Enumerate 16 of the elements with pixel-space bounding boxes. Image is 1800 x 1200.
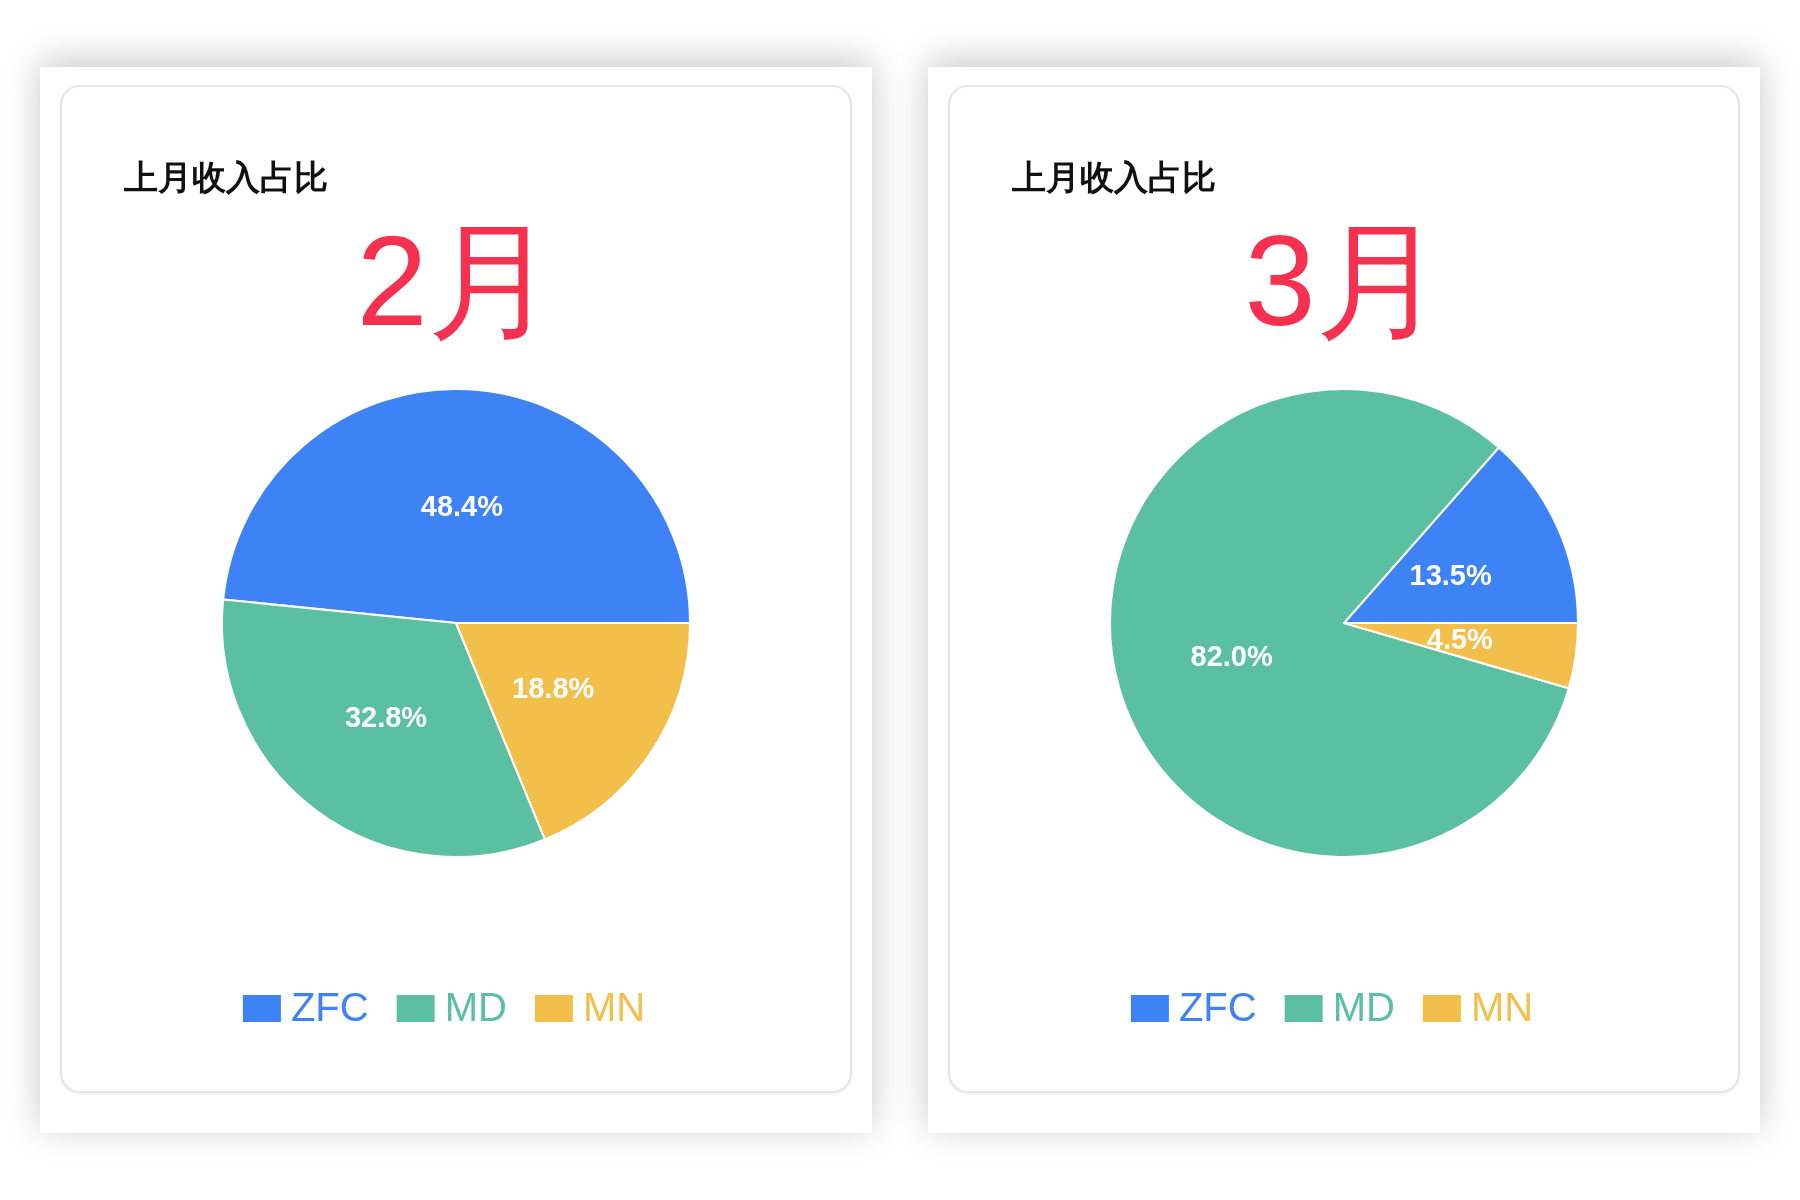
legend-label: MN (582, 985, 646, 1029)
legend-label: MD (444, 985, 507, 1029)
data-label: 48.4% (420, 490, 504, 523)
legend-label: ZFC (1178, 985, 1257, 1029)
legend-label: MN (1470, 985, 1534, 1029)
chart-title: 上月收入占比 (124, 157, 328, 198)
data-label: 13.5% (1409, 558, 1492, 591)
data-label: 32.8% (344, 700, 428, 733)
legend-label: MD (1332, 985, 1395, 1029)
chart-title: 上月收入占比 (1012, 157, 1216, 198)
chart-subtitle: 2月 (356, 209, 556, 352)
data-label: 82.0% (1190, 639, 1273, 672)
chart-subtitle: 3月 (1244, 209, 1444, 352)
legend-label: ZFC (290, 985, 369, 1029)
data-label: 4.5% (1426, 623, 1494, 656)
data-label: 18.8% (512, 672, 595, 705)
